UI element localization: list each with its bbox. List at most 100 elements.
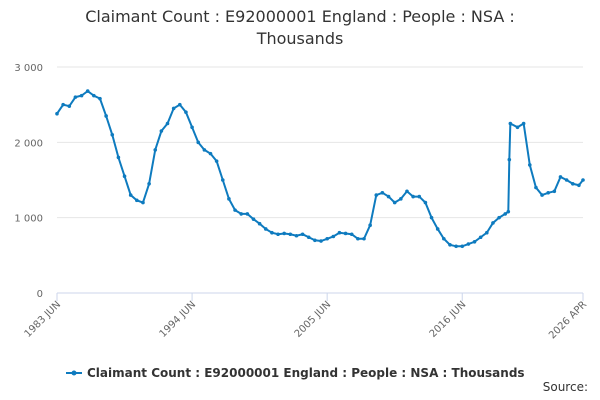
point [55, 111, 59, 116]
point [478, 235, 483, 240]
point [331, 234, 336, 239]
point [165, 121, 170, 126]
y-tick-label: 1 000 [14, 214, 43, 225]
y-tick-label: 3 000 [14, 63, 43, 74]
point [135, 198, 139, 203]
x-tick-label: 1983 JUN [23, 299, 64, 340]
point [227, 197, 231, 201]
point [67, 104, 72, 108]
point [184, 110, 188, 114]
point [306, 235, 311, 240]
series-line [56, 89, 584, 248]
point [374, 193, 379, 197]
point [257, 221, 262, 226]
point [368, 223, 372, 227]
legend-marker [71, 370, 77, 376]
point [196, 140, 201, 145]
point [270, 230, 274, 235]
point [141, 200, 145, 205]
point [85, 89, 90, 93]
point [491, 221, 495, 225]
chart-title: Claimant Count : E92000001 England : Peo… [85, 7, 515, 48]
point [380, 191, 385, 195]
point [515, 125, 520, 130]
point [251, 217, 256, 221]
point [343, 231, 348, 236]
point [61, 102, 65, 107]
point [233, 208, 237, 212]
point [325, 236, 329, 241]
point [497, 215, 501, 220]
source-label: Source: [543, 380, 588, 394]
point [503, 212, 508, 216]
point [294, 233, 299, 238]
point [429, 215, 434, 220]
point [435, 227, 440, 231]
point [534, 185, 538, 190]
point [208, 151, 213, 156]
point [171, 106, 176, 111]
point [521, 121, 526, 126]
point [546, 191, 551, 195]
point [337, 230, 342, 235]
point [581, 178, 585, 182]
point [239, 212, 244, 216]
point [558, 175, 563, 179]
point [356, 236, 360, 241]
point [276, 232, 280, 237]
point [472, 239, 477, 244]
point [577, 183, 581, 188]
point [128, 193, 133, 197]
legend-label: Claimant Count : E92000001 England : Peo… [87, 366, 525, 380]
point [98, 96, 102, 101]
point [485, 230, 489, 235]
point [399, 197, 403, 201]
point [417, 194, 422, 199]
point [448, 242, 452, 247]
point [79, 93, 84, 98]
point [392, 200, 397, 205]
point [313, 238, 317, 243]
point [349, 232, 354, 237]
point [386, 194, 391, 199]
point [159, 129, 164, 133]
point [507, 157, 512, 162]
point [423, 200, 428, 205]
point [527, 163, 532, 167]
point [454, 244, 458, 249]
x-tick-label: 2026 APR [547, 299, 589, 341]
point [552, 189, 557, 194]
point [116, 155, 121, 160]
point [147, 181, 151, 186]
point [110, 133, 115, 137]
point [460, 244, 465, 249]
point [506, 209, 511, 214]
point [220, 178, 225, 182]
point [288, 232, 293, 237]
point [153, 148, 158, 152]
point [508, 121, 513, 126]
x-tick-label: 2005 JUN [293, 299, 334, 340]
point [214, 159, 219, 163]
point [282, 231, 286, 236]
point [405, 189, 409, 194]
point [442, 236, 446, 241]
point [190, 125, 194, 130]
point [540, 193, 544, 197]
x-tick-label: 2016 JUN [428, 299, 469, 340]
point [245, 212, 250, 216]
point [570, 181, 575, 186]
x-tick-label: 1994 JUN [158, 299, 199, 340]
point [466, 242, 471, 246]
y-tick-label: 2 000 [14, 138, 43, 149]
point [73, 95, 78, 99]
point [122, 174, 127, 179]
point [104, 114, 108, 118]
point [202, 148, 207, 152]
point [178, 102, 182, 107]
point [362, 236, 366, 241]
point [319, 239, 323, 243]
point [300, 232, 305, 237]
